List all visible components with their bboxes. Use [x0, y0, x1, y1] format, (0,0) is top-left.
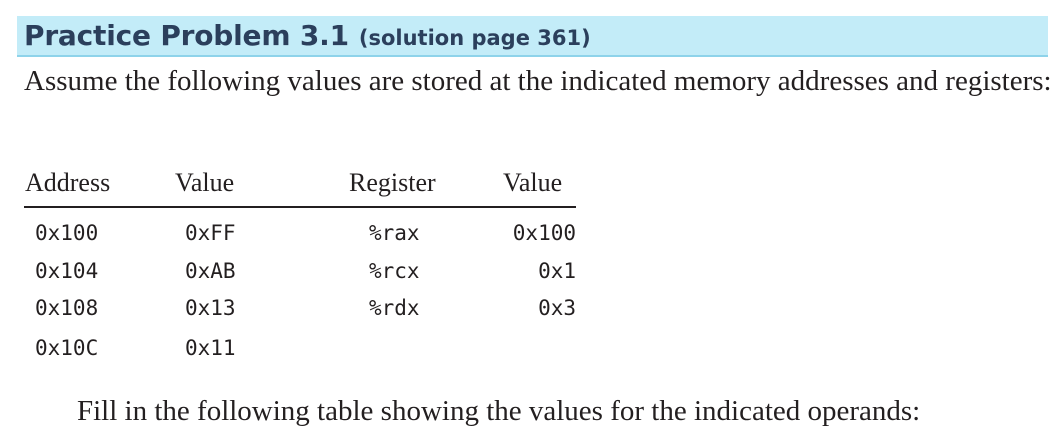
header-value: Value: [175, 168, 235, 197]
table-header-rule: [24, 206, 576, 208]
memory-address-cell: 0x100: [35, 221, 99, 245]
problem-title: Practice Problem 3.1: [24, 19, 349, 52]
banner-heading: Practice Problem 3.1 (solution page 361): [24, 17, 591, 57]
intro-paragraph: Assume the following values are stored a…: [24, 65, 1052, 97]
memory-value-cell: 0x13: [185, 296, 236, 320]
memory-value-cell: 0x11: [185, 336, 236, 360]
register-value-cell: 0x3: [538, 296, 576, 320]
memory-address-cell: 0x108: [35, 296, 99, 320]
register-name-cell: %rcx: [369, 259, 420, 283]
memory-address-cell: 0x10C: [35, 336, 99, 360]
register-value-cell: 0x100: [512, 221, 576, 245]
header-register: Register: [349, 168, 436, 197]
header-address: Address: [25, 168, 111, 197]
register-value-cell: 0x1: [538, 259, 576, 283]
memory-value-cell: 0xFF: [185, 221, 236, 245]
solution-reference: (solution page 361): [358, 26, 591, 50]
register-name-cell: %rdx: [369, 296, 420, 320]
memory-address-cell: 0x104: [35, 259, 99, 283]
practice-problem-banner: Practice Problem 3.1 (solution page 361): [17, 16, 1048, 57]
register-name-cell: %rax: [369, 221, 420, 245]
header-register-value: Value: [503, 168, 563, 197]
outro-paragraph: Fill in the following table showing the …: [77, 395, 921, 427]
memory-value-cell: 0xAB: [185, 259, 236, 283]
